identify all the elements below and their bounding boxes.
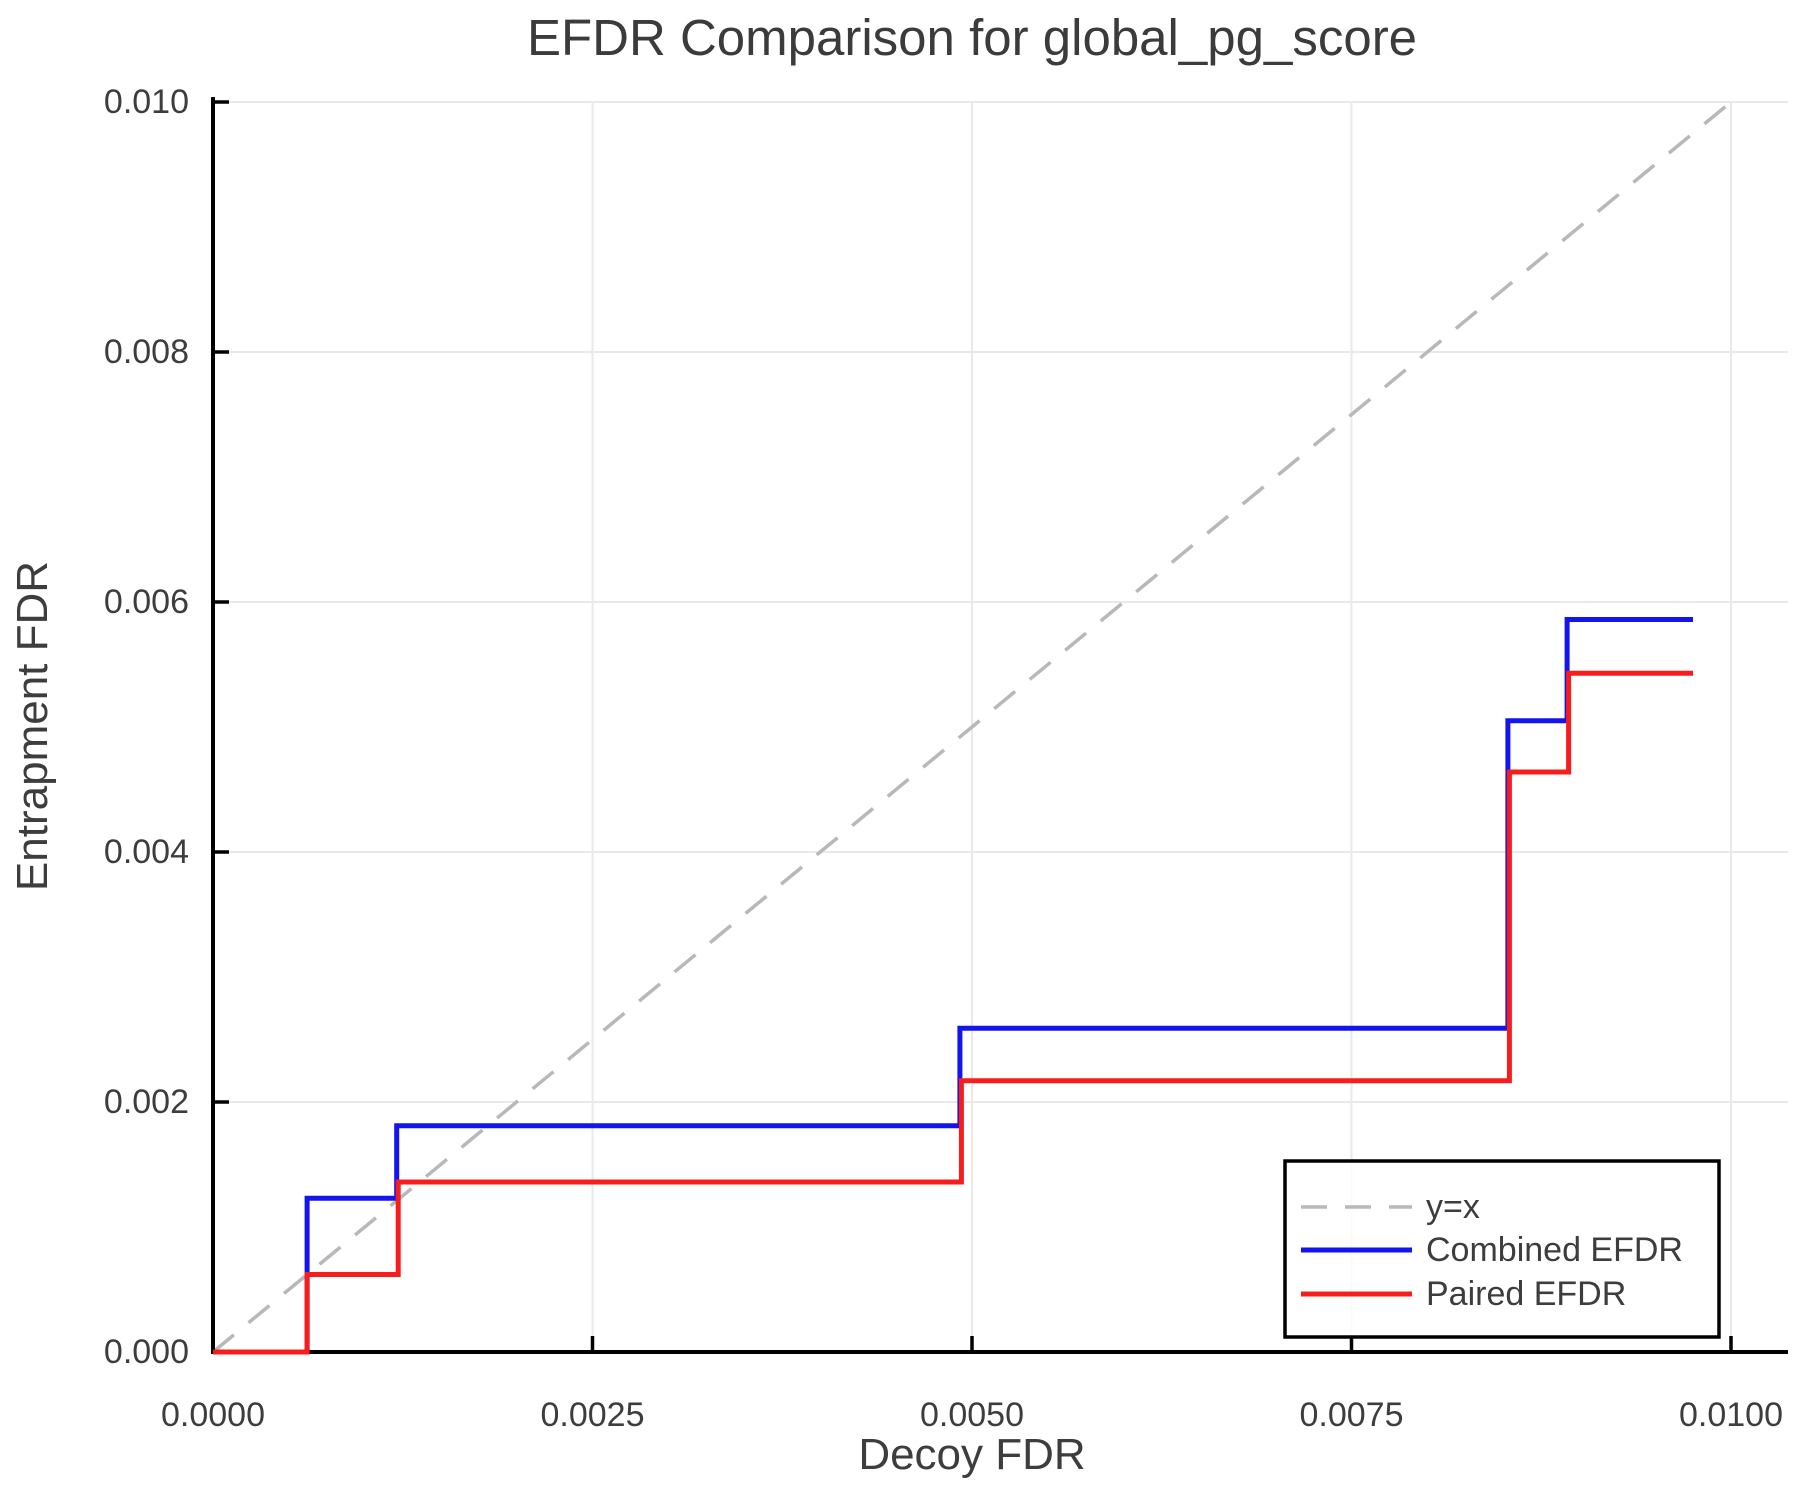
- series-paired-efdr: [213, 670, 1693, 1355]
- y-tick-label: 0.000: [104, 1333, 189, 1371]
- y-tick-label: 0.008: [104, 333, 189, 371]
- legend-entry-label: Combined EFDR: [1426, 1231, 1683, 1269]
- y-tick-label: 0.006: [104, 583, 189, 621]
- y-tick-label: 0.002: [104, 1083, 189, 1121]
- identity-reference-line: [211, 100, 1733, 1354]
- x-tick-label: 0.0025: [541, 1396, 645, 1434]
- x-tick-label: 0.0100: [1679, 1396, 1783, 1434]
- x-tick-label: 0.0075: [1300, 1396, 1404, 1434]
- y-axis-label: Entrapment FDR: [8, 560, 57, 892]
- x-tick-label: 0.0050: [920, 1396, 1024, 1434]
- y-tick-label: 0.010: [104, 83, 189, 121]
- legend-entry-label: Paired EFDR: [1426, 1275, 1626, 1313]
- chart-title: EFDR Comparison for global_pg_score: [526, 9, 1418, 66]
- x-tick-label: 0.0000: [161, 1396, 265, 1434]
- y-tick-label: 0.004: [104, 833, 189, 871]
- x-axis-label: Decoy FDR: [858, 1430, 1086, 1479]
- legend-entry-label: y=x: [1426, 1188, 1480, 1226]
